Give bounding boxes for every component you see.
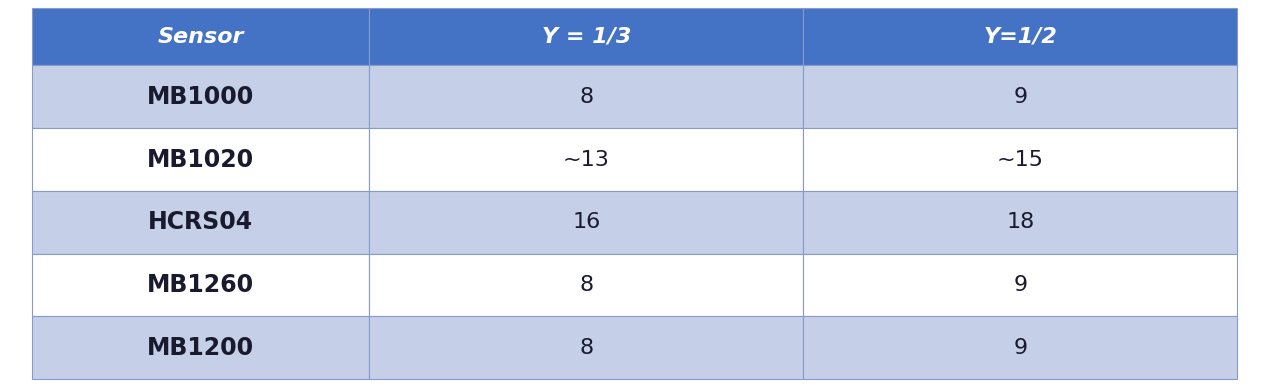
- Text: Y = 1/3: Y = 1/3: [542, 27, 631, 46]
- Bar: [369, 254, 803, 317]
- Bar: [803, 8, 1237, 65]
- Bar: [369, 65, 803, 128]
- Text: HCRS04: HCRS04: [148, 210, 253, 234]
- Text: Sensor: Sensor: [157, 27, 244, 46]
- Bar: [32, 128, 369, 191]
- Text: ~15: ~15: [996, 149, 1044, 170]
- Text: MB1020: MB1020: [147, 147, 254, 171]
- Bar: [803, 254, 1237, 317]
- Text: 9: 9: [1013, 87, 1028, 107]
- Bar: [803, 128, 1237, 191]
- Text: 8: 8: [579, 338, 594, 358]
- Text: 16: 16: [572, 212, 600, 232]
- Text: MB1000: MB1000: [147, 85, 254, 109]
- Bar: [803, 191, 1237, 254]
- Text: 8: 8: [579, 87, 594, 107]
- Bar: [32, 317, 369, 379]
- Bar: [369, 8, 803, 65]
- Bar: [32, 65, 369, 128]
- Bar: [369, 317, 803, 379]
- Bar: [803, 317, 1237, 379]
- Bar: [369, 191, 803, 254]
- Text: Y=1/2: Y=1/2: [983, 27, 1057, 46]
- Bar: [32, 254, 369, 317]
- Bar: [32, 191, 369, 254]
- Text: MB1260: MB1260: [147, 273, 254, 297]
- Text: ~13: ~13: [563, 149, 609, 170]
- Text: 9: 9: [1013, 338, 1028, 358]
- Text: 9: 9: [1013, 275, 1028, 295]
- Text: 18: 18: [1006, 212, 1034, 232]
- Bar: [803, 65, 1237, 128]
- Text: 8: 8: [579, 275, 594, 295]
- Bar: [369, 128, 803, 191]
- Text: MB1200: MB1200: [147, 336, 254, 360]
- Bar: [32, 8, 369, 65]
